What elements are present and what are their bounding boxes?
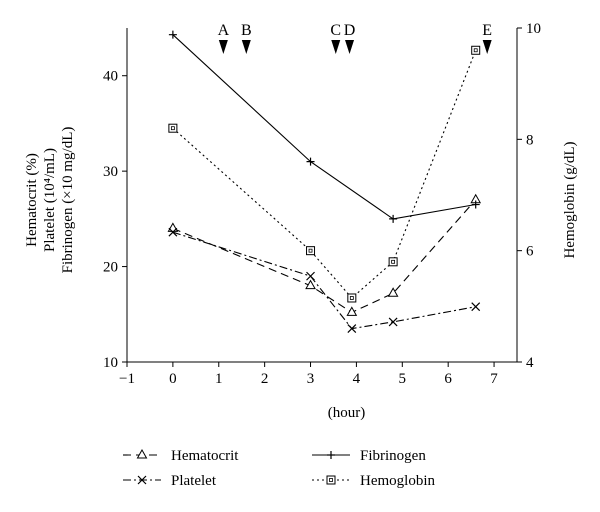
y-left-tick-label: 10 xyxy=(103,355,118,371)
event-label-b: B xyxy=(241,22,252,39)
y-left-tick-label: 30 xyxy=(103,164,118,180)
point-fibrinogen xyxy=(471,200,480,209)
axes: −1 0 1 2 3 4 5 6 7 (hour) 10 20 30 40 4 6 8 10 Hematocrit … xyxy=(24,21,578,421)
y-right-tick-label: 4 xyxy=(526,355,534,371)
point-hemoglobin xyxy=(388,257,398,267)
series-hematocrit xyxy=(167,193,482,316)
point-hemoglobin xyxy=(168,123,178,133)
point-hemoglobin-inner xyxy=(349,296,354,300)
event-arrow-d xyxy=(345,40,355,54)
legend-label-hemoglobin: Hemoglobin xyxy=(360,473,435,489)
point-fibrinogen xyxy=(389,214,398,223)
x-tick-label: 0 xyxy=(169,371,177,387)
legend-marker-fibrinogen xyxy=(327,451,335,459)
legend-item-hematocrit: Hematocrit xyxy=(123,448,239,464)
series-platelet xyxy=(168,227,481,334)
point-hematocrit xyxy=(167,222,179,232)
event-label-a: A xyxy=(218,22,230,39)
event-arrow-e xyxy=(482,40,492,54)
y-left-tick-label: 20 xyxy=(103,260,118,276)
event-arrow-c xyxy=(331,40,341,54)
x-axis-label: (hour) xyxy=(328,405,366,421)
y-right-tick-label: 6 xyxy=(526,244,534,260)
point-hemoglobin xyxy=(471,45,481,55)
legend-marker-hemoglobin-inner xyxy=(329,478,333,482)
legend-marker-platelet xyxy=(137,475,147,485)
x-tick-label: 6 xyxy=(444,371,452,387)
point-platelet xyxy=(388,317,398,327)
point-platelet xyxy=(306,271,315,281)
series-line-hemoglobin xyxy=(172,50,477,299)
series-line-fibrinogen xyxy=(172,34,476,220)
point-hemoglobin-inner xyxy=(170,126,175,131)
y-left-label-line: Platelet (10⁴/mL) xyxy=(42,148,58,252)
x-tick-label: 4 xyxy=(353,371,361,387)
event-label-d: D xyxy=(344,22,356,39)
y-left-label-line: Fibrinogen (×10 mg/dL) xyxy=(60,127,76,274)
point-hemoglobin-inner xyxy=(391,259,396,264)
y-right-tick-label: 10 xyxy=(526,21,541,37)
x-tick-label: 1 xyxy=(215,371,223,387)
y-left-tick-label: 40 xyxy=(103,69,118,85)
legend-item-hemoglobin: Hemoglobin xyxy=(312,473,435,489)
legend: Hematocrit Fibrinogen Platelet Hemoglobin xyxy=(123,448,435,489)
series-line-platelet xyxy=(172,231,476,330)
x-tick-label: −1 xyxy=(119,371,135,387)
point-hematocrit xyxy=(387,287,399,297)
point-hematocrit xyxy=(346,306,358,316)
y-left-label-line: Hematocrit (%) xyxy=(24,153,40,247)
event-arrow-a xyxy=(218,40,228,54)
x-tick-label: 7 xyxy=(490,371,498,387)
point-hemoglobin xyxy=(347,293,357,303)
point-hemoglobin xyxy=(306,246,316,256)
point-platelet xyxy=(168,227,178,237)
legend-marker-hemoglobin xyxy=(326,475,336,485)
event-arrow-b xyxy=(241,40,251,54)
x-tick-label: 5 xyxy=(399,371,407,387)
point-platelet xyxy=(347,324,357,334)
series-fibrinogen xyxy=(168,30,480,223)
point-hemoglobin-inner xyxy=(473,48,478,53)
event-label-e: E xyxy=(482,22,492,39)
x-tick-label: 2 xyxy=(261,371,269,387)
series-layer xyxy=(167,30,482,334)
legend-label-fibrinogen: Fibrinogen xyxy=(360,448,426,464)
point-hemoglobin-inner xyxy=(308,248,313,253)
point-fibrinogen xyxy=(168,30,177,39)
point-hematocrit xyxy=(305,279,316,290)
y-right-label: Hemoglobin (g/dL) xyxy=(562,141,578,258)
point-platelet xyxy=(471,302,481,312)
legend-marker-hematocrit xyxy=(136,448,148,459)
event-label-c: C xyxy=(330,22,341,39)
x-tick-label: 3 xyxy=(307,371,315,387)
series-hemoglobin xyxy=(168,45,481,303)
legend-label-platelet: Platelet xyxy=(171,473,217,489)
legend-item-platelet: Platelet xyxy=(123,473,217,489)
legend-item-fibrinogen: Fibrinogen xyxy=(312,448,426,464)
series-line-hematocrit xyxy=(172,199,477,314)
point-fibrinogen xyxy=(306,157,315,166)
legend-label-hematocrit: Hematocrit xyxy=(171,448,239,464)
y-right-tick-label: 8 xyxy=(526,132,534,148)
